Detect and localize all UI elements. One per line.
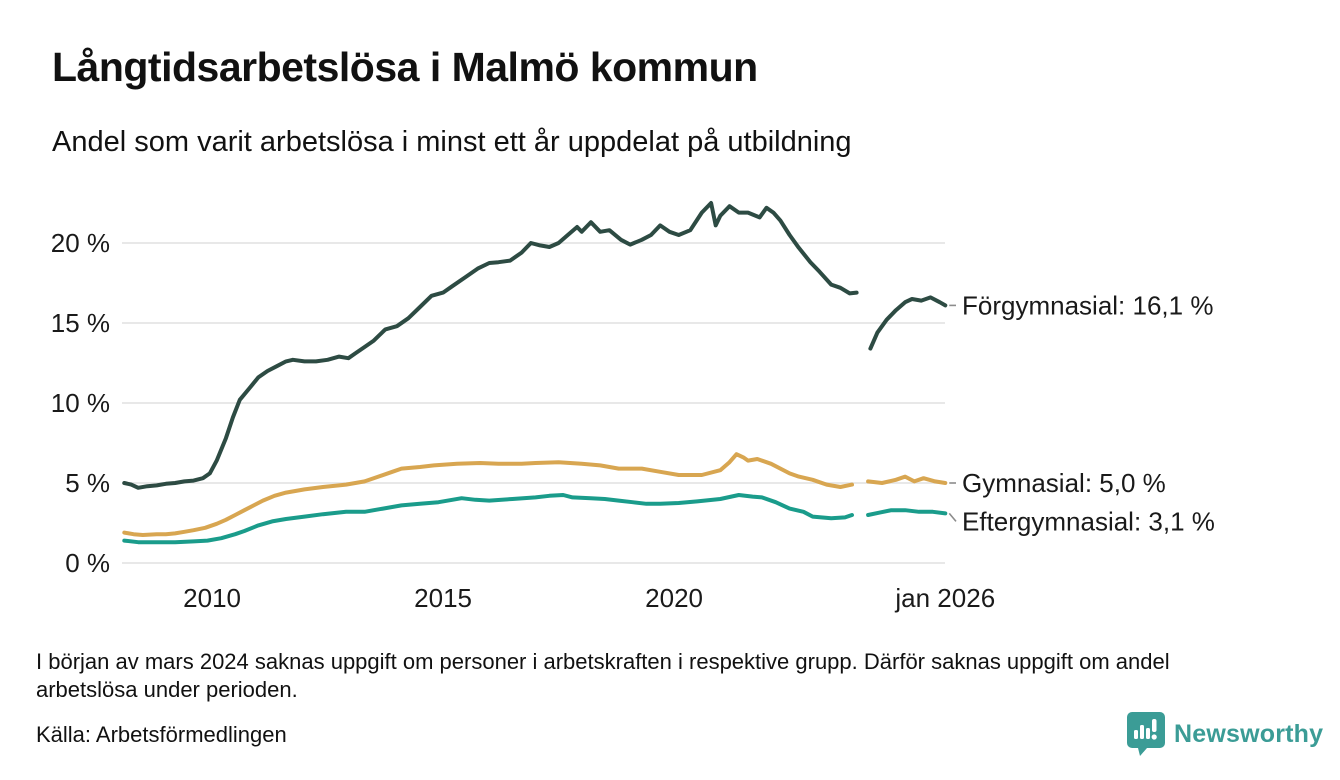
series-line-gymnasial: [122, 452, 854, 537]
logo-exclamation-bar: [1152, 719, 1157, 732]
y-tick-label: 15 %: [51, 308, 110, 338]
source-attribution: Källa: Arbetsförmedlingen: [36, 722, 287, 747]
page-title: Långtidsarbetslösa i Malmö kommun: [52, 44, 758, 90]
logo-bar-tall: [1146, 728, 1150, 739]
newsworthy-logo-icon: [1127, 712, 1165, 756]
y-tick-label: 10 %: [51, 388, 110, 418]
series-end-label-forgymnasial: Förgymnasial: 16,1 %: [962, 290, 1213, 320]
newsworthy-logo-text: Newsworthy: [1174, 719, 1324, 748]
y-tick-label: 0 %: [65, 548, 110, 578]
series-line-forgymnasial: [122, 201, 859, 490]
newsworthy-brand: Newsworthy: [1126, 710, 1323, 758]
chart-subtitle: Andel som varit arbetslösa i minst ett å…: [52, 126, 852, 158]
series-line-eftergymnasial: [866, 508, 948, 517]
label-connector: [948, 512, 957, 522]
logo-bar-short: [1134, 730, 1138, 739]
series-line-eftergymnasial: [122, 493, 854, 545]
y-tick-label: 20 %: [51, 228, 110, 258]
y-tick-label: 5 %: [65, 468, 110, 498]
series-end-label-gymnasial: Gymnasial: 5,0 %: [962, 468, 1166, 498]
series-line-forgymnasial: [868, 295, 948, 351]
logo-bar-medium: [1140, 725, 1144, 739]
logo-exclamation-dot: [1151, 734, 1157, 740]
x-tick-label: jan 2026: [894, 583, 995, 613]
series-line-gymnasial: [866, 474, 948, 485]
x-tick-label: 2020: [645, 583, 703, 613]
series-end-label-eftergymnasial: Eftergymnasial: 3,1 %: [962, 506, 1215, 536]
x-tick-label: 2015: [414, 583, 472, 613]
x-tick-label: 2010: [183, 583, 241, 613]
footnote-text: I början av mars 2024 saknas uppgift om …: [36, 649, 1170, 702]
